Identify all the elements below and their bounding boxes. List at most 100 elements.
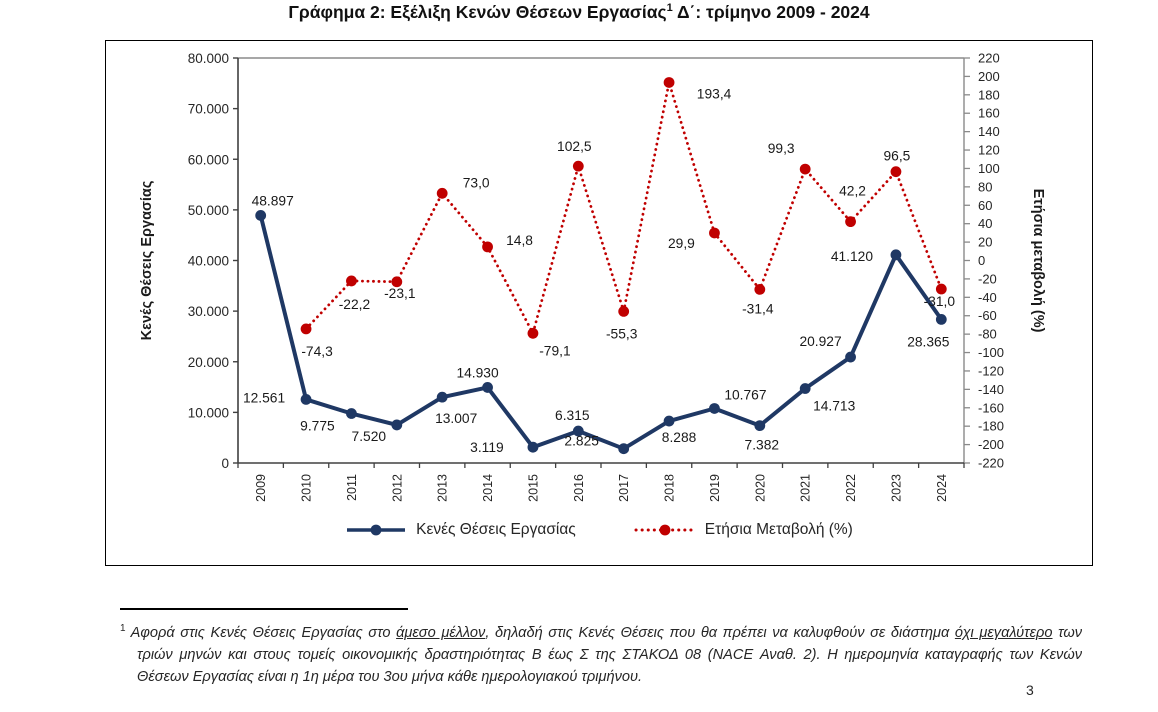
vacancies-point-label: 12.561 bbox=[243, 390, 285, 405]
change-point bbox=[527, 327, 539, 339]
right-axis-tick-label: 80 bbox=[978, 179, 992, 194]
change-point-label: -55,3 bbox=[606, 326, 638, 341]
footnote-text-2: , δηλαδή στις Κενές Θέσεις που θα πρέπει… bbox=[485, 624, 955, 641]
left-axis-tick-label: 50.000 bbox=[188, 203, 229, 218]
left-axis-tick-label: 80.000 bbox=[188, 51, 229, 66]
vacancies-point-label: 14.713 bbox=[813, 399, 856, 414]
footnote-underline-2: όχι μεγαλύτερο bbox=[954, 624, 1053, 641]
left-axis-tick-label: 40.000 bbox=[188, 254, 229, 269]
left-axis-tick-label: 60.000 bbox=[188, 152, 229, 167]
vacancies-point-label: 7.520 bbox=[352, 429, 387, 444]
change-point bbox=[890, 166, 902, 178]
legend-label-change: Ετήσια Μεταβολή (%) bbox=[704, 521, 853, 538]
legend-item-change: Ετήσια Μεταβολή (%) bbox=[634, 521, 853, 539]
change-point-label: 42,2 bbox=[839, 184, 866, 199]
vacancies-point-label: 9.775 bbox=[300, 419, 335, 434]
left-axis-title: Κενές Θέσεις Εργασίας bbox=[139, 181, 155, 341]
vacancies-point bbox=[845, 351, 856, 363]
vacancies-point-label: 48.897 bbox=[252, 193, 294, 208]
vacancies-point bbox=[754, 420, 766, 432]
change-point-label: -31,0 bbox=[924, 294, 956, 309]
vacancies-point-label: 2.825 bbox=[564, 434, 599, 449]
vacancies-point-label: 13.007 bbox=[435, 411, 477, 426]
change-point-label: -74,3 bbox=[301, 344, 333, 359]
x-axis-label: 2010 bbox=[300, 474, 314, 502]
legend-label-vacancies: Κενές Θέσεις Εργασίας bbox=[416, 521, 576, 538]
chart-title-footnote-ref: 1 bbox=[666, 2, 673, 15]
vacancies-point bbox=[799, 383, 811, 394]
right-axis-tick-label: 0 bbox=[978, 253, 985, 268]
vacancies-point bbox=[527, 441, 539, 453]
vacancies-point bbox=[436, 391, 448, 403]
left-axis-tick-label: 20.000 bbox=[188, 355, 229, 370]
right-axis-tick-label: -180 bbox=[978, 419, 1004, 434]
right-axis-tick-label: 120 bbox=[978, 143, 1000, 158]
x-axis-label: 2020 bbox=[753, 474, 767, 502]
right-axis-tick-label: 220 bbox=[978, 51, 1000, 66]
change-point-label: 29,9 bbox=[668, 236, 695, 251]
right-axis-tick-label: -160 bbox=[978, 400, 1004, 415]
vacancies-point bbox=[255, 210, 267, 221]
chart-title-period: Δ΄: τρίμηνο 2009 - 2024 bbox=[672, 2, 870, 22]
right-axis-tick-label: 20 bbox=[978, 235, 992, 250]
vacancies-point-label: 41.120 bbox=[831, 249, 874, 264]
change-legend-line-icon bbox=[634, 524, 696, 536]
vacancies-point bbox=[935, 314, 947, 325]
vacancies-point-label: 6.315 bbox=[555, 408, 590, 423]
footnote: 1 Αφορά στις Κενές Θέσεις Εργασίας στο ά… bbox=[120, 618, 1082, 688]
change-point bbox=[436, 187, 448, 199]
vacancies-point bbox=[890, 249, 902, 261]
vacancies-point-label: 7.382 bbox=[745, 438, 780, 453]
right-axis-tick-label: -40 bbox=[978, 290, 997, 305]
change-point bbox=[391, 276, 403, 288]
x-axis-label: 2018 bbox=[663, 474, 677, 502]
change-point bbox=[663, 77, 675, 88]
x-axis-label: 2014 bbox=[481, 474, 495, 502]
vacancies-point-label: 3.119 bbox=[470, 440, 504, 455]
change-point-label: -79,1 bbox=[539, 343, 570, 358]
x-axis-label: 2011 bbox=[345, 474, 359, 501]
vacancies-point bbox=[572, 425, 584, 437]
vacancies-point bbox=[391, 419, 403, 431]
change-point-label: -31,4 bbox=[742, 301, 774, 316]
right-axis-tick-label: 100 bbox=[978, 161, 1000, 176]
right-axis-tick-label: -200 bbox=[978, 437, 1004, 452]
change-point bbox=[482, 241, 493, 253]
footnote-separator bbox=[120, 608, 408, 610]
change-point bbox=[709, 227, 720, 239]
chart-title: Γράφημα 2: Εξέλιξη Κενών Θέσεων Εργασίας… bbox=[0, 2, 1158, 23]
right-axis-tick-label: 160 bbox=[978, 106, 1000, 121]
change-point-label: 99,3 bbox=[768, 141, 795, 156]
x-axis-label: 2024 bbox=[935, 474, 949, 502]
right-axis-tick-label: -80 bbox=[978, 327, 997, 342]
right-axis-tick-label: -140 bbox=[978, 382, 1004, 397]
vacancies-line bbox=[258, 214, 943, 451]
change-point-label: 193,4 bbox=[697, 86, 732, 101]
x-axis-label: 2016 bbox=[572, 474, 586, 502]
change-point bbox=[935, 283, 947, 295]
vacancies-point-label: 20.927 bbox=[799, 334, 841, 349]
vacancies-point-label: 14.930 bbox=[456, 365, 499, 380]
x-axis-label: 2013 bbox=[436, 474, 450, 502]
change-point-label: -23,1 bbox=[384, 286, 415, 301]
right-axis-tick-label: -220 bbox=[978, 456, 1004, 471]
footnote-text-3: των τριών μηνών και στους τομείς οικονομ… bbox=[137, 624, 1083, 685]
right-axis-tick-label: 140 bbox=[978, 124, 1000, 139]
right-axis-tick-label: -100 bbox=[978, 345, 1004, 360]
right-axis-tick-label: 180 bbox=[978, 87, 1000, 102]
change-point-label: -22,2 bbox=[339, 297, 370, 312]
left-axis-tick-label: 70.000 bbox=[188, 102, 229, 117]
vacancies-point bbox=[346, 408, 357, 419]
change-point bbox=[799, 163, 811, 175]
legend-item-vacancies: Κενές Θέσεις Εργασίας bbox=[345, 521, 576, 539]
left-axis-tick-label: 10.000 bbox=[188, 405, 229, 420]
vacancies-point-label: 8.288 bbox=[662, 430, 697, 445]
vacancies-point bbox=[300, 394, 312, 405]
x-axis-label: 2009 bbox=[254, 474, 268, 502]
vacancies-point bbox=[709, 403, 720, 414]
chart-area: 80.000 70.000 60.000 50.000 40.000 30.000 20.0… bbox=[105, 40, 1093, 566]
footnote-underline-1: άμεσο μέλλον bbox=[396, 624, 486, 641]
change-point bbox=[300, 323, 312, 335]
change-point bbox=[754, 284, 766, 295]
x-axis-label: 2015 bbox=[526, 474, 540, 502]
